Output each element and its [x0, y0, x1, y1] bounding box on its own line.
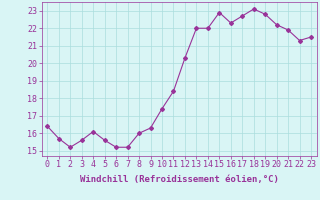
X-axis label: Windchill (Refroidissement éolien,°C): Windchill (Refroidissement éolien,°C) [80, 175, 279, 184]
